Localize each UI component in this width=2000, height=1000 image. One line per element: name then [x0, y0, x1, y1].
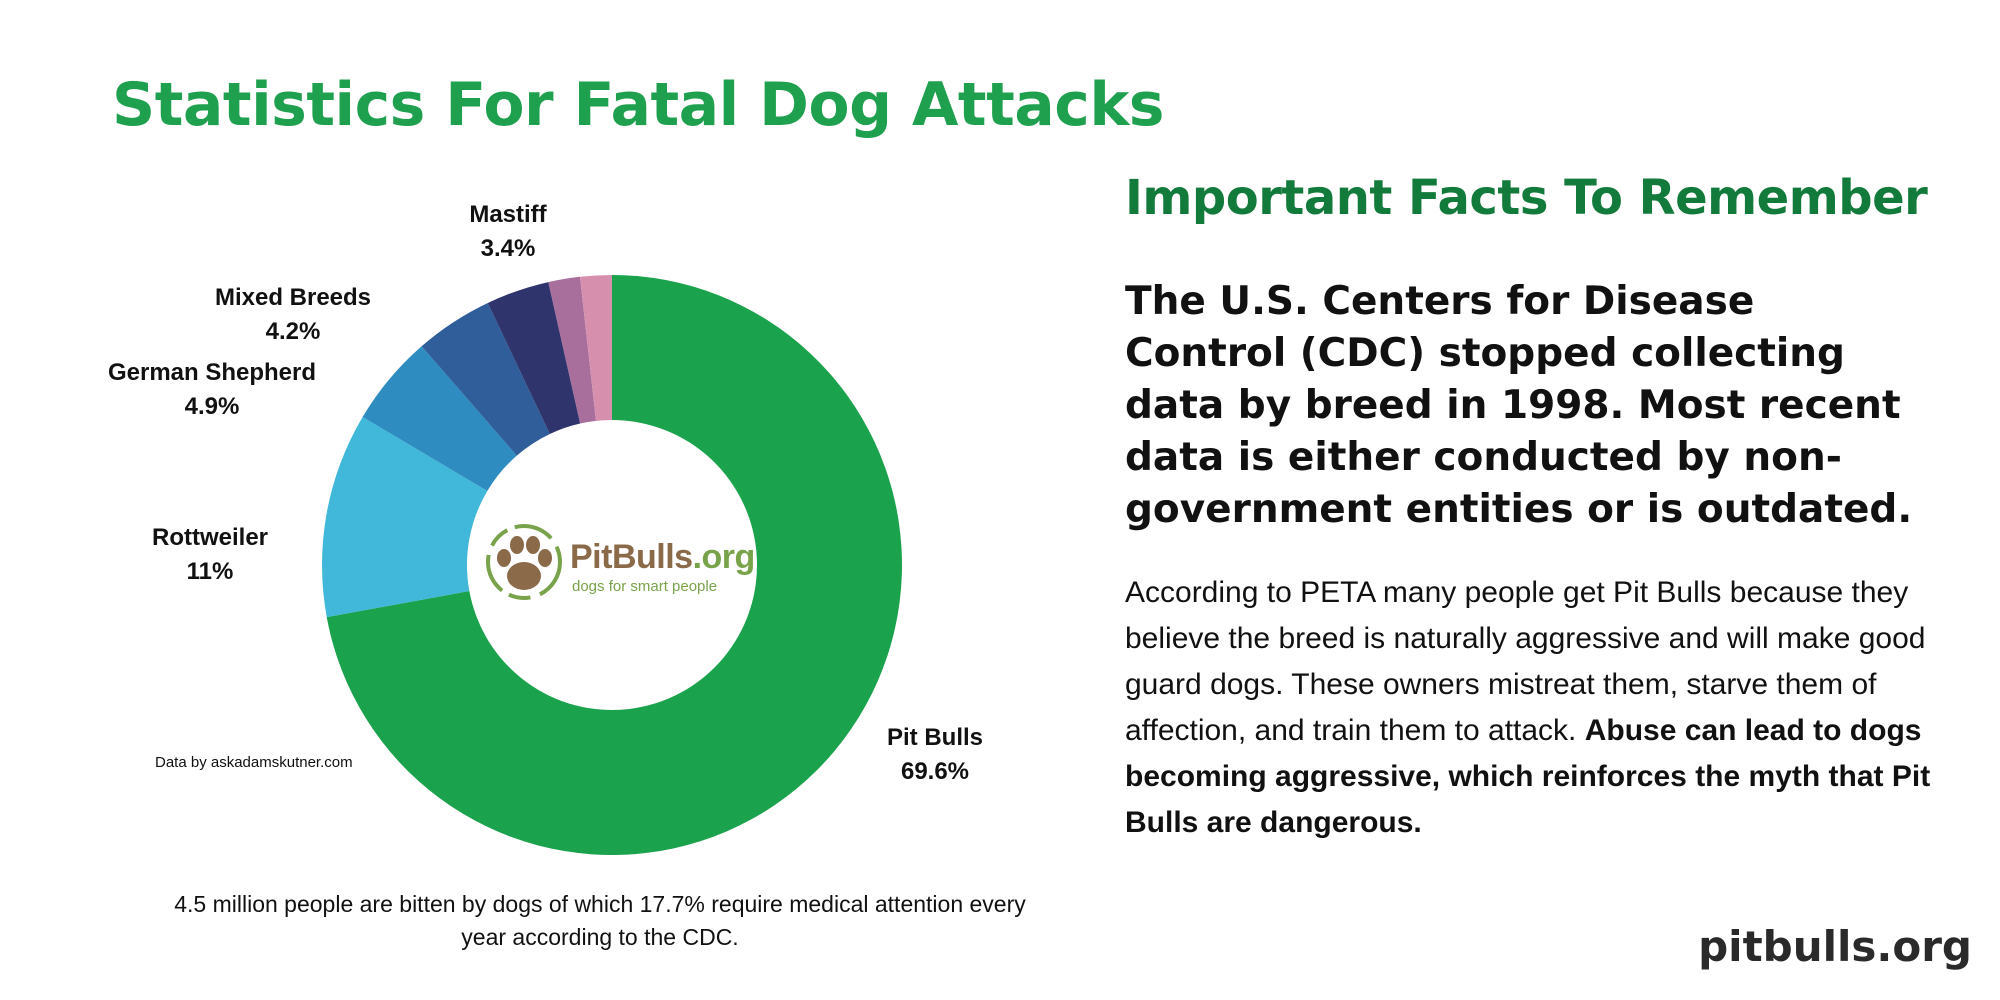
slice-label-value: 11% — [187, 558, 234, 585]
logo-wordmark: PitBulls.org — [570, 538, 755, 577]
facts-heading: Important Facts To Remember — [1125, 170, 1928, 226]
slice-label-name: German Shepherd — [108, 359, 316, 386]
pitbulls-logo: PitBulls.org dogs for smart people — [484, 520, 755, 610]
donut-slice-german-shepherd — [362, 346, 517, 492]
donut-slice-mastiff — [487, 282, 581, 434]
slice-label-name: Pit Bulls — [887, 724, 983, 751]
donut-slice-other-2 — [579, 275, 612, 421]
facts-body-strong: Abuse can lead to dogs becoming aggressi… — [1125, 714, 1931, 839]
donut-slice-rottweiler — [322, 417, 488, 618]
logo-tagline: dogs for smart people — [572, 578, 718, 595]
donut-chart: Pit Bulls 69.6% Rottweiler 11% German Shephe… — [108, 201, 983, 856]
donut-slice-pit-bulls — [326, 275, 902, 856]
donut-slice-other-1 — [548, 276, 596, 424]
site-name: pitbulls.org — [1698, 922, 1972, 971]
slice-label-value: 4.9% — [185, 393, 240, 420]
facts-body-text: According to PETA many people get Pit Bu… — [1125, 576, 1926, 747]
chart-footnote: 4.5 million people are bitten by dogs of… — [174, 891, 1026, 950]
slice-label-value: 69.6% — [901, 758, 969, 785]
logo-extension: .org — [692, 538, 756, 576]
paw-print-icon — [486, 524, 562, 600]
data-credit: Data by askadamskutner.com — [155, 754, 353, 771]
slice-label-name: Mastiff — [469, 201, 547, 228]
donut-slice-mixed-breeds — [421, 302, 550, 456]
donut-labels: Pit Bulls 69.6% Rottweiler 11% German Shephe… — [108, 201, 983, 785]
logo-name: PitBulls — [570, 538, 693, 576]
slice-label-value: 4.2% — [266, 318, 321, 345]
slice-label-value: 3.4% — [481, 235, 536, 262]
donut-slices — [322, 275, 902, 856]
chart-title: Statistics For Fatal Dog Attacks — [112, 70, 1164, 140]
facts-body: According to PETA many people get Pit Bu… — [1125, 570, 1945, 846]
slice-label-name: Mixed Breeds — [215, 284, 371, 311]
slice-label-name: Rottweiler — [152, 524, 268, 551]
facts-lead: The U.S. Centers for Disease Control (CD… — [1125, 279, 1913, 532]
